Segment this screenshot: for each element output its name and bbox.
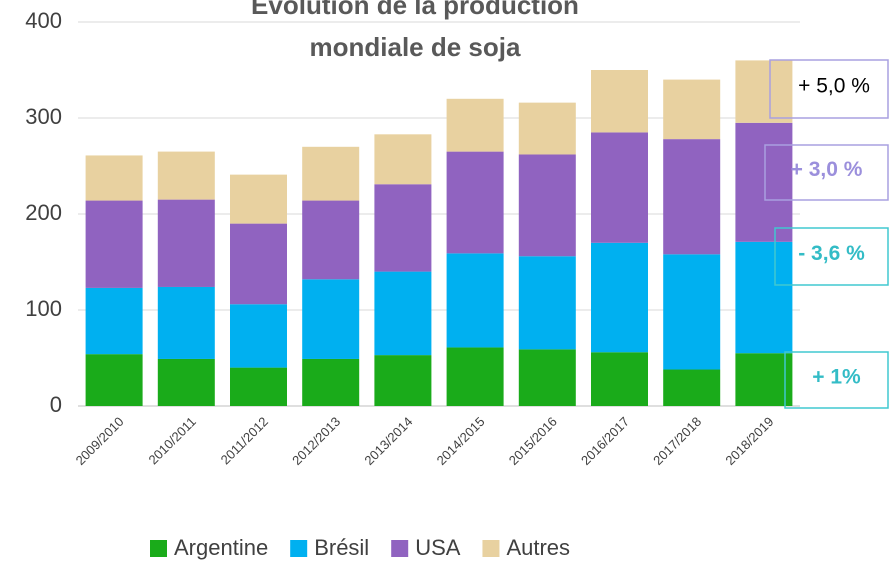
bar-segment bbox=[735, 353, 793, 406]
bar-segment bbox=[518, 154, 576, 257]
bar-segment bbox=[591, 70, 648, 133]
legend-label: Argentine bbox=[174, 535, 268, 560]
legend-swatch bbox=[150, 540, 167, 557]
x-tick-label: 2015/2016 bbox=[506, 414, 560, 468]
bar-segment bbox=[230, 367, 287, 406]
bar-segment bbox=[157, 358, 215, 406]
x-tick-label: 2010/2011 bbox=[145, 414, 198, 467]
bar-segment bbox=[663, 254, 721, 370]
annotation-box bbox=[764, 144, 889, 201]
legend-swatch bbox=[482, 540, 500, 557]
y-tick-label: 400 bbox=[25, 8, 62, 33]
x-tick-label: 2012/2013 bbox=[289, 414, 343, 468]
bar-segment bbox=[302, 200, 360, 280]
legend-swatch bbox=[290, 540, 308, 557]
x-tick-label: 2016/2017 bbox=[578, 414, 632, 468]
bar-segment bbox=[663, 369, 721, 406]
x-tick-label: 2014/2015 bbox=[434, 414, 488, 468]
bar-segment bbox=[230, 304, 287, 368]
bar-segment bbox=[302, 279, 360, 359]
bar-segment bbox=[446, 98, 504, 152]
legend-label: USA bbox=[415, 535, 461, 560]
x-tick-label: 2018/2019 bbox=[722, 414, 776, 468]
bar-segment bbox=[230, 174, 287, 224]
x-tick-label: 2009/2010 bbox=[73, 414, 127, 468]
bar-segment bbox=[518, 256, 576, 350]
bar-segment bbox=[374, 271, 432, 356]
bar-segment bbox=[591, 132, 648, 243]
y-tick-label: 300 bbox=[25, 104, 62, 129]
bar-segment bbox=[302, 146, 360, 201]
bar-segment bbox=[374, 184, 432, 272]
bar-segment bbox=[446, 347, 504, 406]
bar-segment bbox=[591, 242, 648, 353]
bar-segment bbox=[518, 102, 576, 155]
bar-segment bbox=[663, 79, 721, 140]
bar-segment bbox=[157, 199, 215, 287]
annotation-box bbox=[774, 227, 889, 286]
bar-segment bbox=[85, 354, 143, 406]
bar-segment bbox=[374, 134, 432, 185]
legend-label: Brésil bbox=[314, 535, 369, 560]
bar-segment bbox=[157, 151, 215, 200]
bar-segment bbox=[85, 287, 143, 355]
y-tick-label: 100 bbox=[25, 296, 62, 321]
bar-segment bbox=[735, 60, 793, 123]
annotation: + 5,0 % bbox=[798, 75, 870, 98]
x-tick-label: 2013/2014 bbox=[361, 414, 415, 468]
y-tick-label: 0 bbox=[50, 392, 62, 417]
legend-label: Autres bbox=[506, 535, 570, 560]
annotation-box bbox=[784, 351, 889, 409]
bar-segment bbox=[85, 200, 143, 288]
chart-title: Evolution de la production mondiale de s… bbox=[251, 0, 579, 62]
bar-segment bbox=[446, 151, 504, 254]
annotation-box bbox=[769, 59, 889, 119]
bar-segment bbox=[446, 253, 504, 348]
x-tick-label: 2017/2018 bbox=[650, 414, 704, 468]
bar-segment bbox=[663, 139, 721, 255]
bar-segment bbox=[302, 358, 360, 406]
bar-segment bbox=[591, 352, 648, 406]
bar-segment bbox=[157, 286, 215, 359]
bar-segment bbox=[735, 122, 793, 242]
legend-swatch bbox=[391, 540, 409, 557]
bar-segment bbox=[230, 223, 287, 305]
bar-segment bbox=[85, 155, 143, 201]
annotation: + 3,0 % bbox=[791, 158, 863, 181]
y-tick-label: 200 bbox=[25, 200, 62, 225]
x-tick-label: 2011/2012 bbox=[218, 414, 271, 467]
annotation: - 3,6 % bbox=[798, 242, 865, 265]
bar-segment bbox=[735, 241, 793, 354]
bar-segment bbox=[374, 355, 432, 406]
bar-segment bbox=[518, 349, 576, 406]
annotation: + 1% bbox=[812, 366, 861, 389]
